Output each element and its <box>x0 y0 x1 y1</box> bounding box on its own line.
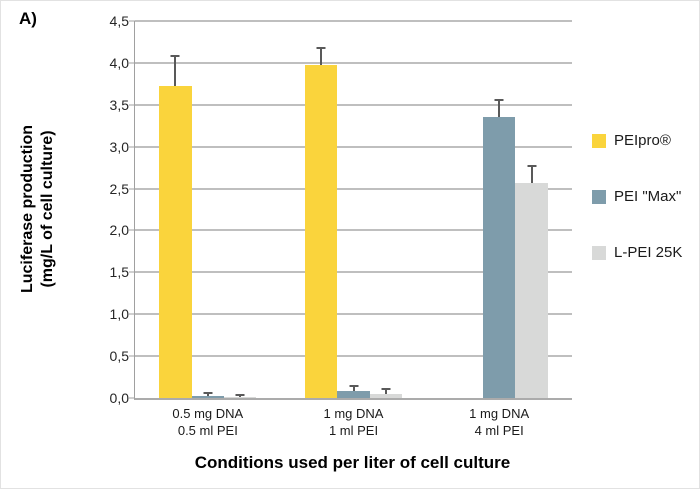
y-axis-tick <box>129 229 135 231</box>
y-axis-tick-label: 0,5 <box>109 348 129 365</box>
y-axis-tick-label: 4,0 <box>109 54 129 71</box>
legend-label: PEI "Max" <box>614 188 682 205</box>
bar-l-pei-25k-group2 <box>369 393 403 398</box>
gridline <box>135 271 572 274</box>
error-bar-cap <box>381 387 391 390</box>
y-axis-title-line1: Luciferase production <box>19 124 36 294</box>
y-axis-tick-label: 4,5 <box>109 13 129 29</box>
x-axis-category-line: 0.5 ml PEI <box>177 422 238 438</box>
error-bar-cap <box>527 164 537 167</box>
error-bar-cap <box>170 55 180 58</box>
y-axis-tick <box>129 62 135 64</box>
x-axis-category-line: 1 mg DNA <box>323 406 384 421</box>
error-bar-l-pei-25k-group2 <box>384 389 387 394</box>
x-axis-category-label: 1 mg DNA 4 ml PEI <box>434 406 564 440</box>
x-axis-category-label: 1 mg DNA 1 ml PEI <box>289 406 419 440</box>
x-axis-category-line: 0.5 mg DNA <box>172 406 244 421</box>
panel-label: A) <box>19 9 37 28</box>
x-axis-category-line: 4 ml PEI <box>474 422 524 438</box>
error-bar-cap <box>494 98 504 101</box>
error-bar-pei-max-group2 <box>352 387 355 392</box>
y-axis-tick-label: 1,5 <box>109 264 129 281</box>
y-axis-tick-label: 0,0 <box>109 390 129 406</box>
legend-swatch-icon <box>592 133 606 148</box>
y-axis-title-line2: (mg/L of cell culture) <box>39 130 56 288</box>
y-axis-tick <box>129 20 135 22</box>
error-bar-peipro-group1 <box>174 57 177 87</box>
error-bar-pei-max-group3 <box>498 100 501 118</box>
gridline <box>135 20 572 22</box>
gridline <box>135 103 572 106</box>
error-bar-pei-max-group1 <box>206 393 209 397</box>
legend-item-l-pei-25k: L-PEI 25K <box>592 244 682 261</box>
y-axis-tick-label: 3,0 <box>109 138 129 155</box>
x-axis-category-line: 1 mg DNA <box>469 406 530 421</box>
y-axis-tick <box>129 355 135 357</box>
x-axis-category-label: 0.5 mg DNA 0.5 ml PEI <box>143 406 273 440</box>
y-axis-tick-label: 1,0 <box>109 306 129 323</box>
error-bar-cap <box>316 46 326 49</box>
bar-peipro-group2 <box>304 64 338 398</box>
legend-item-peipro: PEIpro® <box>592 132 671 149</box>
legend-label: PEIpro® <box>614 132 671 149</box>
bar-l-pei-25k-group3 <box>515 182 548 398</box>
y-axis-tick-label: 2,0 <box>109 222 129 239</box>
y-axis-tick <box>129 188 135 190</box>
error-bar-l-pei-25k-group1 <box>239 395 242 398</box>
gridline <box>135 313 572 316</box>
error-bar-peipro-group2 <box>320 48 323 65</box>
y-axis-tick-label: 3,5 <box>109 96 129 113</box>
x-axis-title: Conditions used per liter of cell cultur… <box>194 453 511 472</box>
legend-swatch-icon <box>592 189 606 204</box>
gridline <box>135 355 572 358</box>
error-bar-cap <box>235 393 245 396</box>
bar-peipro-group1 <box>159 86 192 398</box>
y-axis-title: Luciferase production (mg/L of cell cult… <box>18 125 58 293</box>
bar-pei-max-group1 <box>191 396 225 398</box>
gridline <box>135 61 572 64</box>
bar-l-pei-25k-group1 <box>224 397 257 398</box>
x-axis-category-line: 1 ml PEI <box>328 422 379 438</box>
y-axis-tick <box>129 146 135 148</box>
error-bar-cap <box>349 385 358 388</box>
legend-item-pei-max: PEI "Max" <box>592 188 681 205</box>
error-bar-cap <box>203 391 213 394</box>
legend-swatch-icon <box>592 245 606 260</box>
bar-pei-max-group2 <box>337 391 370 398</box>
legend-label: L-PEI 25K <box>614 244 683 261</box>
error-bar-l-pei-25k-group3 <box>530 166 533 183</box>
y-axis-tick <box>129 397 135 399</box>
plot-area: 0,0 0,5 1,0 1,5 2,0 2,5 3,0 3,5 4,0 4,5 0.5 mg DNA… <box>110 13 572 438</box>
bar-pei-max-group3 <box>482 117 516 398</box>
y-axis-tick <box>129 271 135 273</box>
y-axis-tick-label: 2,5 <box>109 180 129 197</box>
y-axis-tick <box>129 313 135 315</box>
gridline <box>135 229 572 232</box>
y-axis-tick <box>129 104 135 106</box>
gridline <box>135 187 572 190</box>
gridline <box>135 145 572 148</box>
